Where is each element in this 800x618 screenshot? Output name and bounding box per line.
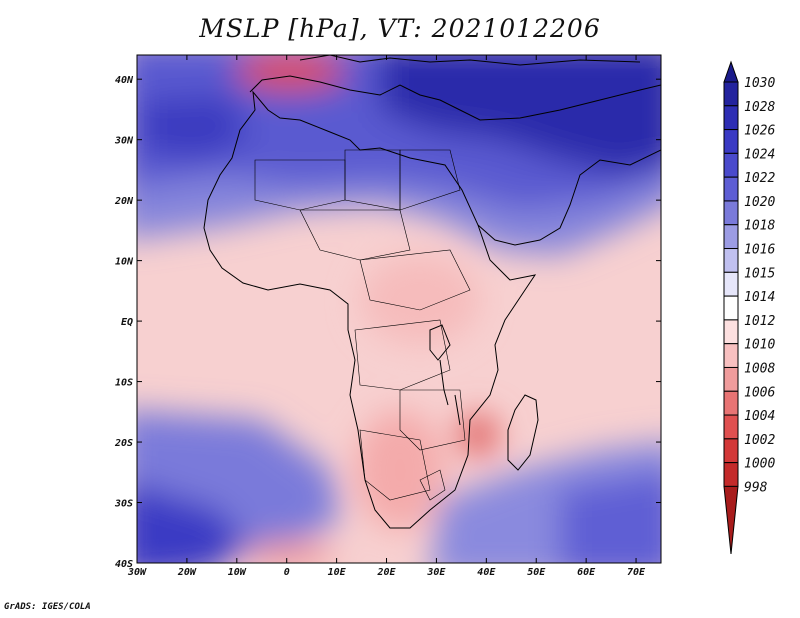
lake-victoria bbox=[429, 324, 451, 361]
colorbar: 1030 1028 1026 1024 1022 1020 1018 1016 1015 1014… bbox=[723, 60, 775, 555]
colorbar-label: 1020 bbox=[744, 195, 775, 210]
high-south-indian-core bbox=[560, 473, 661, 563]
border-lesotho bbox=[419, 469, 446, 501]
colorbar-label: 998 bbox=[744, 480, 768, 495]
colorbar-label: 1014 bbox=[744, 290, 775, 305]
colorbar-swatch bbox=[723, 366, 739, 392]
pressure-field bbox=[137, 55, 661, 563]
colorbar-swatch bbox=[723, 152, 739, 178]
low-central-africa bbox=[360, 255, 480, 345]
map-frame bbox=[136, 54, 662, 564]
y-tick-label: EQ bbox=[121, 317, 133, 328]
colorbar-label: 1026 bbox=[744, 124, 775, 139]
high-center-asia bbox=[380, 55, 661, 175]
border-sahel bbox=[299, 209, 411, 261]
x-tick-label: 20E bbox=[376, 567, 396, 578]
high-south-atlantic-core bbox=[137, 485, 250, 563]
colorbar-swatch bbox=[723, 319, 739, 345]
arabia-coastline bbox=[477, 149, 661, 246]
colorbar-swatch bbox=[723, 248, 739, 273]
colorbar-label: 1022 bbox=[744, 171, 775, 186]
y-tick-label: 40N bbox=[115, 75, 134, 86]
y-tick-label: 40S bbox=[115, 559, 133, 570]
colorbar-label: 1028 bbox=[744, 100, 775, 115]
low-cyclone-core bbox=[469, 426, 487, 444]
colorbar-bottom-arrow bbox=[723, 485, 739, 555]
colorbar-swatch bbox=[723, 81, 739, 107]
border-sahara-west bbox=[254, 159, 346, 211]
y-tick-label: 10N bbox=[115, 257, 134, 268]
chart-title: MSLP [hPa], VT: 2021012206 bbox=[199, 14, 601, 43]
colorbar-swatch bbox=[723, 438, 739, 464]
colorbar-swatch bbox=[723, 176, 739, 202]
colorbar-label: 1010 bbox=[744, 338, 775, 353]
colorbar-swatch bbox=[723, 462, 739, 487]
europe-coastline bbox=[299, 55, 641, 66]
colorbar-label: 1006 bbox=[744, 385, 775, 400]
lake-malawi bbox=[454, 394, 461, 426]
map-axes: 30W 20W 10W 0 10E 20E 30E 40E 50E 60E 70E 40N 30N 20N… bbox=[114, 55, 661, 578]
colorbar-swatch bbox=[723, 343, 739, 368]
colorbar-label: 1015 bbox=[744, 266, 775, 281]
colorbar-swatch bbox=[723, 390, 739, 416]
x-tick-label: 60E bbox=[577, 567, 596, 578]
x-tick-label: 30W bbox=[127, 567, 147, 578]
colorbar-swatch bbox=[723, 200, 739, 226]
colorbar-label: 1008 bbox=[744, 361, 775, 376]
y-tick-label: 30N bbox=[114, 136, 134, 147]
colorbar-label: 1004 bbox=[744, 409, 775, 424]
colorbar-swatch bbox=[723, 129, 739, 154]
border-south bbox=[359, 429, 431, 501]
colorbar-label: 1030 bbox=[744, 76, 775, 91]
madagascar-coastline bbox=[507, 394, 539, 471]
colorbar-swatch bbox=[723, 271, 739, 297]
x-tick-label: 10W bbox=[228, 567, 247, 578]
colorbar-label: 1002 bbox=[744, 433, 775, 448]
x-tick-label: 50E bbox=[527, 567, 546, 578]
colorbar-label: 1012 bbox=[744, 314, 775, 329]
colorbar-swatch bbox=[723, 105, 739, 131]
low-south bbox=[245, 541, 335, 563]
border-congo bbox=[354, 319, 451, 391]
x-tick-label: 70E bbox=[627, 567, 646, 578]
y-tick-label: 20N bbox=[114, 196, 134, 207]
colorbar-top-arrow bbox=[723, 60, 739, 83]
colorbar-swatch bbox=[723, 295, 739, 321]
colorbar-label: 1018 bbox=[744, 219, 775, 234]
border-central bbox=[359, 249, 471, 311]
high-atlantic bbox=[140, 95, 250, 160]
colorbar-label: 1024 bbox=[744, 147, 775, 162]
low-kalahari bbox=[355, 410, 445, 530]
y-tick-label: 20S bbox=[114, 438, 133, 449]
x-tick-label: 40E bbox=[477, 567, 496, 578]
y-tick-label: 10S bbox=[115, 378, 133, 389]
country-borders bbox=[254, 149, 471, 501]
colorbar-swatch bbox=[723, 224, 739, 250]
x-tick-label: 30E bbox=[426, 567, 446, 578]
colorbar-swatch bbox=[723, 414, 739, 440]
y-tick-label: 30S bbox=[114, 499, 133, 510]
x-tick-label: 20W bbox=[177, 567, 197, 578]
border-zambia bbox=[399, 389, 466, 451]
colorbar-label: 1016 bbox=[744, 243, 775, 258]
footer-credit: GrADS: IGES/COLA bbox=[4, 602, 91, 612]
x-tick-label: 10E bbox=[328, 567, 347, 578]
colorbar-label: 1000 bbox=[744, 457, 775, 472]
mediterranean-coastline bbox=[249, 75, 661, 121]
border-egypt-sudan bbox=[399, 149, 461, 211]
x-tick-label: 0 bbox=[284, 567, 290, 578]
